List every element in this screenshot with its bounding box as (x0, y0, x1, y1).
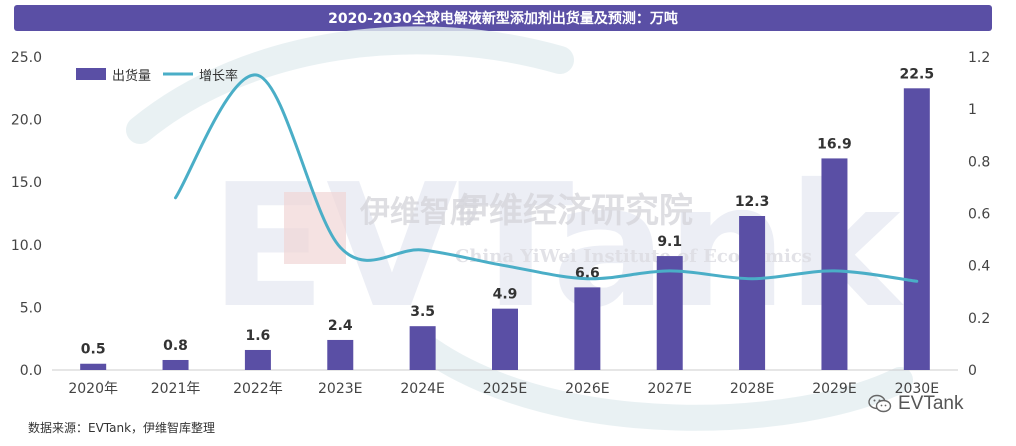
y-right-tick-label: 1.2 (968, 50, 990, 66)
y-left-tick-label: 20.0 (11, 113, 42, 129)
watermark-swoosh (126, 26, 574, 144)
bar-data-label: 12.3 (735, 194, 770, 210)
legend-line-label: 增长率 (199, 68, 238, 84)
y-left-tick-label: 0.0 (20, 363, 42, 379)
bar-data-label: 16.9 (817, 136, 852, 152)
bar (574, 287, 601, 370)
wechat-icon (868, 394, 892, 413)
legend-bar-swatch (76, 68, 106, 80)
data-source-note: 数据来源：EVTank，伊维智库整理 (28, 421, 216, 435)
growth-line-series (174, 73, 919, 283)
watermark-brand: EVTank (868, 393, 963, 415)
x-tick-label: 2020年 (68, 381, 118, 397)
x-tick-label: 2024E (400, 381, 444, 397)
watermark-cn-logo: 伊维智库 (359, 195, 480, 230)
x-tick-label: 2029E (812, 381, 856, 397)
bar (244, 349, 271, 370)
x-tick-label: 2030E (895, 381, 939, 397)
bar-data-label: 4.9 (493, 287, 518, 303)
watermark-en-name: China YiWei Institute of Economics (455, 246, 812, 267)
bar (821, 158, 848, 370)
brand-name: EVTank (898, 393, 964, 414)
y-right-tick-label: 0.4 (968, 259, 990, 275)
y-left-tick-label: 15.0 (11, 175, 42, 191)
bar (327, 339, 354, 370)
bar-data-label: 0.8 (163, 338, 188, 354)
y-left-tick-label: 5.0 (20, 300, 42, 316)
legend-bar-label: 出货量 (112, 68, 151, 84)
y-left-tick-label: 10.0 (11, 238, 42, 254)
bar (409, 326, 436, 370)
y-left-tick-label: 25.0 (11, 50, 42, 66)
y-right-tick-label: 0.8 (968, 154, 990, 170)
bar (903, 88, 930, 371)
y-right-tick-label: 0 (968, 363, 977, 379)
legend: 出货量 增长率 (76, 68, 238, 84)
x-tick-label: 2026E (565, 381, 609, 397)
bar-data-label: 3.5 (410, 304, 435, 320)
bar-data-label: 9.1 (657, 234, 682, 250)
x-tick-label: 2023E (318, 381, 362, 397)
bar-data-label: 22.5 (900, 66, 935, 82)
bar-data-label: 2.4 (328, 318, 353, 334)
x-tick-label: 2021年 (151, 381, 201, 397)
bar-series: 0.5 0.81.62.43.54.96.69.112.316.922.5 (80, 66, 935, 371)
bar (656, 256, 683, 370)
y-right-tick-label: 1 (968, 102, 977, 118)
watermark-background: EVTank 伊维智库 伊维经济研究院 China YiWei Institut… (126, 26, 913, 431)
bar (739, 216, 766, 370)
watermark-swoosh-lower (417, 337, 913, 431)
y-right-tick-label: 0.6 (968, 207, 990, 223)
bar (80, 363, 107, 370)
bar-data-label: 0.5 (81, 342, 106, 358)
x-tick-label: 2028E (730, 381, 774, 397)
bar-data-label: 1.6 (246, 328, 271, 344)
growth-line (174, 73, 919, 283)
bar (162, 359, 189, 370)
axes: 0.0 5.0 10.0 15.0 20.0 25.0 0 0.2 0.4 0.6 0.8 1 1.2 2… (11, 50, 991, 397)
x-tick-label: 2025E (483, 381, 527, 397)
x-tick-label: 2022年 (233, 381, 283, 397)
watermark-logo-mark (284, 192, 346, 264)
watermark-cn-name: 伊维经济研究院 (454, 191, 693, 231)
x-tick-label: 2027E (647, 381, 691, 397)
chart-title: 2020-2030全球电解液新型添加剂出货量及预测：万吨 (14, 5, 992, 31)
y-right-tick-label: 0.2 (968, 311, 990, 327)
bar (492, 308, 518, 370)
